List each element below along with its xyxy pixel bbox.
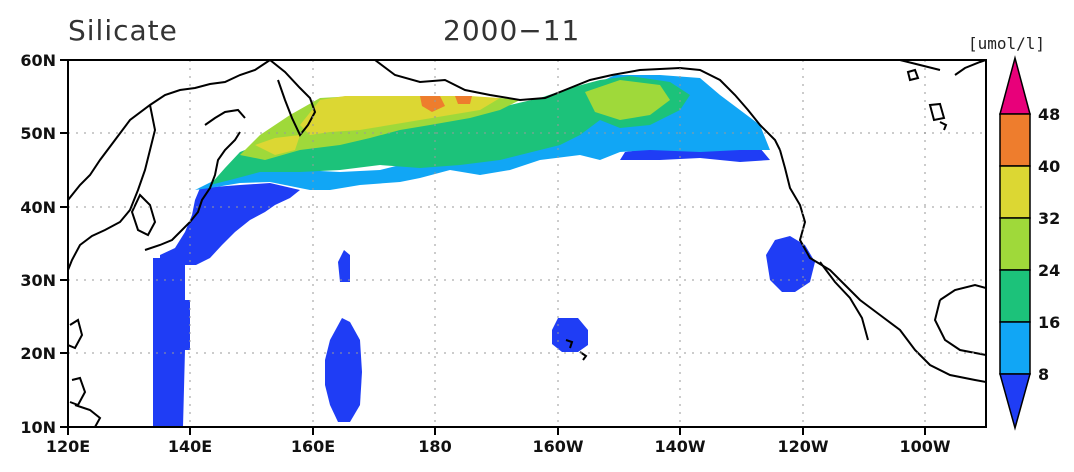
field-region-32-40-b bbox=[255, 135, 300, 155]
field-region-16-24 bbox=[210, 76, 690, 185]
field-region-lt8-north bbox=[160, 183, 300, 272]
lon-label-180: 180 bbox=[418, 437, 451, 456]
lat-label-40n: 40N bbox=[20, 198, 56, 217]
coast-korea bbox=[130, 193, 157, 237]
colorbar-label-24: 24 bbox=[1038, 261, 1060, 280]
lat-label-20n: 20N bbox=[20, 344, 56, 363]
coast-islands-ne bbox=[906, 68, 948, 131]
colorbar-swatch-24-32 bbox=[999, 217, 1031, 271]
lat-label-50n: 50N bbox=[20, 124, 56, 143]
field-patch-south bbox=[325, 318, 362, 422]
axis-ticks bbox=[60, 59, 926, 435]
colorbar-swatch-over48 bbox=[999, 55, 1031, 115]
lon-label-140e: 140E bbox=[168, 437, 212, 456]
lon-label-160e: 160E bbox=[291, 437, 335, 456]
coast-kamchatka bbox=[269, 60, 317, 137]
coast-seoul-bay bbox=[74, 404, 102, 427]
silicate-field bbox=[153, 75, 815, 427]
field-region-32-40 bbox=[300, 96, 500, 135]
colorbar-swatch-40-48 bbox=[999, 113, 1031, 167]
colorbar-swatch-8-16 bbox=[999, 321, 1031, 375]
lon-label-160w: 160W bbox=[532, 437, 583, 456]
colorbar bbox=[999, 55, 1031, 431]
field-patch-california bbox=[766, 236, 815, 292]
colorbar-swatch-under8 bbox=[999, 373, 1031, 431]
lat-label-10n: 10N bbox=[20, 418, 56, 437]
coast-philippines bbox=[68, 318, 87, 407]
colorbar-label-48: 48 bbox=[1038, 105, 1060, 124]
coast-alaska bbox=[374, 60, 781, 151]
colorbar-swatch-32-40 bbox=[999, 165, 1031, 219]
coast-mexico-gulf bbox=[933, 283, 986, 356]
colorbar-swatch-16-24 bbox=[999, 269, 1031, 323]
variable-title: Silicate bbox=[68, 14, 178, 47]
field-region-24-32-east bbox=[585, 80, 670, 120]
lon-label-100w: 100W bbox=[899, 437, 950, 456]
coast-north-america bbox=[779, 60, 986, 383]
gridlines bbox=[68, 60, 986, 427]
colorbar-label-8: 8 bbox=[1038, 365, 1049, 384]
coast-baja bbox=[819, 261, 869, 341]
plot-frame bbox=[67, 59, 987, 428]
field-patch-hawaii bbox=[552, 318, 588, 352]
lon-label-140w: 140W bbox=[654, 437, 705, 456]
coast-japan bbox=[144, 108, 246, 251]
lon-label-120w: 120W bbox=[777, 437, 828, 456]
field-region-40-48 bbox=[420, 96, 445, 112]
colorbar-label-32: 32 bbox=[1038, 209, 1060, 228]
date-title: 2000−11 bbox=[443, 14, 581, 47]
field-patch-midlat bbox=[338, 250, 350, 282]
field-stripe-west bbox=[153, 258, 190, 427]
colorbar-label-16: 16 bbox=[1038, 313, 1060, 332]
lat-label-60n: 60N bbox=[20, 51, 56, 70]
units-label: [umol/l] bbox=[968, 34, 1046, 53]
lon-label-120e: 120E bbox=[46, 437, 90, 456]
coastlines bbox=[68, 60, 986, 427]
field-region-40-48-b bbox=[455, 96, 472, 104]
lat-label-30n: 30N bbox=[20, 271, 56, 290]
colorbar-label-40: 40 bbox=[1038, 157, 1060, 176]
coast-asia bbox=[68, 60, 271, 271]
